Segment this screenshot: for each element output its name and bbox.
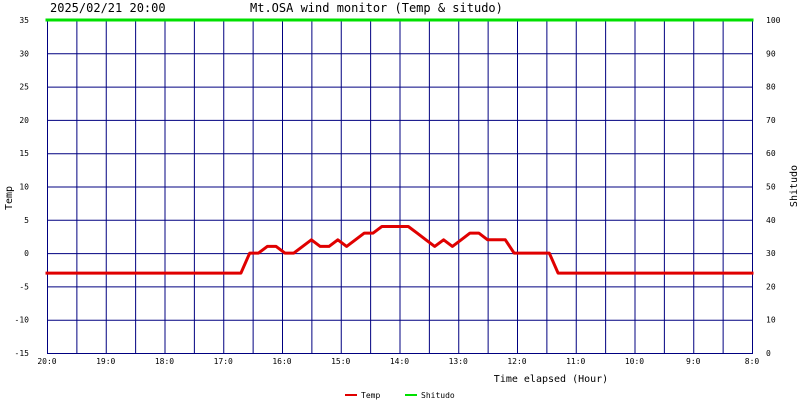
y-axis-label-left: Temp [4, 186, 15, 210]
x-tick-label: 16:0 [272, 357, 291, 366]
y-tick-label-left: 25 [19, 83, 29, 92]
y-tick-label-left: 20 [19, 116, 29, 125]
axis-layer: 35302520151050-5-10-15100908070605040302… [15, 16, 781, 366]
x-tick-label: 11:0 [566, 357, 585, 366]
y-tick-label-right: 40 [766, 216, 776, 225]
y-tick-label-left: 10 [19, 183, 29, 192]
y-tick-label-left: 30 [19, 49, 29, 58]
y-tick-label-left: 15 [19, 149, 29, 158]
y-tick-label-left: 5 [24, 216, 29, 225]
legend-label-shitudo: Shitudo [421, 391, 455, 400]
x-tick-label: 17:0 [214, 357, 233, 366]
x-axis-label: Time elapsed (Hour) [494, 374, 608, 385]
x-tick-label: 18:0 [155, 357, 174, 366]
y-tick-label-right: 70 [766, 116, 776, 125]
y-tick-label-left: 35 [19, 16, 29, 25]
chart-title: Mt.OSA wind monitor (Temp & situdo) [250, 1, 503, 15]
x-tick-label: 8:0 [745, 357, 760, 366]
x-tick-label: 19:0 [96, 357, 115, 366]
y-tick-label-right: 0 [766, 349, 771, 358]
y-axis-label-right: Shitudo [789, 165, 800, 207]
y-tick-label-left: 0 [24, 249, 29, 258]
legend-label-temp: Temp [361, 391, 380, 400]
chart-datetime: 2025/02/21 20:00 [50, 1, 166, 15]
x-tick-label: 20:0 [37, 357, 56, 366]
legend: Temp Shitudo [345, 391, 455, 400]
y-tick-label-right: 100 [766, 16, 781, 25]
y-tick-label-right: 30 [766, 249, 776, 258]
y-tick-label-left: -15 [15, 349, 30, 358]
y-tick-label-right: 20 [766, 282, 776, 291]
y-tick-label-left: -10 [15, 316, 30, 325]
y-tick-label-left: -5 [19, 282, 29, 291]
y-tick-label-right: 50 [766, 183, 776, 192]
y-tick-label-right: 60 [766, 149, 776, 158]
y-tick-label-right: 90 [766, 49, 776, 58]
x-tick-label: 13:0 [449, 357, 468, 366]
series-line-temp [45, 225, 754, 275]
y-tick-label-right: 10 [766, 316, 776, 325]
x-tick-label: 9:0 [686, 357, 701, 366]
x-tick-label: 10:0 [625, 357, 644, 366]
series-layer [45, 18, 754, 275]
x-tick-label: 15:0 [331, 357, 350, 366]
x-tick-label: 14:0 [390, 357, 409, 366]
y-tick-label-right: 80 [766, 83, 776, 92]
x-tick-label: 12:0 [507, 357, 526, 366]
